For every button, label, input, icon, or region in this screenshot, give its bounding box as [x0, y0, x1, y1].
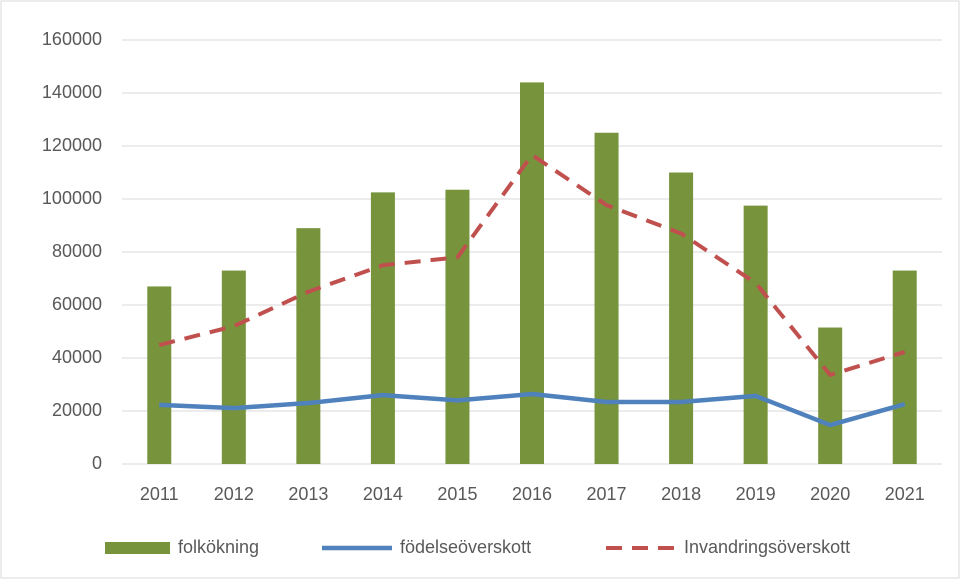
- x-tick-label: 2018: [661, 484, 701, 504]
- x-tick-label: 2016: [512, 484, 552, 504]
- bar: [520, 82, 544, 465]
- x-tick-label: 2014: [363, 484, 403, 504]
- line-series: [159, 391, 906, 428]
- x-tick-label: 2015: [437, 484, 477, 504]
- bar: [445, 189, 470, 464]
- legend-label: födelseöverskott: [400, 537, 531, 557]
- y-tick-label: 80000: [52, 241, 102, 261]
- y-tick-label: 160000: [42, 29, 102, 49]
- x-tick-label: 2012: [214, 484, 254, 504]
- legend-label: folkökning: [178, 537, 259, 557]
- y-tick-label: 100000: [42, 188, 102, 208]
- legend-label: Invandringsöverskott: [684, 537, 850, 557]
- bar: [147, 286, 172, 464]
- legend-swatch: [105, 542, 170, 554]
- bar: [743, 205, 768, 464]
- bar: [370, 192, 395, 464]
- y-tick-label: 20000: [52, 400, 102, 420]
- bar: [669, 172, 694, 464]
- x-tick-label: 2021: [885, 484, 925, 504]
- x-tick-label: 2013: [288, 484, 328, 504]
- y-tick-label: 40000: [52, 347, 102, 367]
- bar: [818, 327, 843, 464]
- y-tick-label: 60000: [52, 294, 102, 314]
- bar: [594, 132, 619, 464]
- bar: [221, 270, 246, 464]
- x-tick-label: 2019: [736, 484, 776, 504]
- bar: [892, 270, 917, 464]
- y-tick-label: 140000: [42, 82, 102, 102]
- y-tick-label: 0: [92, 453, 102, 473]
- x-tick-label: 2017: [587, 484, 627, 504]
- y-tick-label: 120000: [42, 135, 102, 155]
- line-series: [158, 153, 906, 377]
- x-tick-label: 2011: [140, 484, 179, 504]
- x-tick-label: 2020: [810, 484, 850, 504]
- bar: [296, 228, 321, 464]
